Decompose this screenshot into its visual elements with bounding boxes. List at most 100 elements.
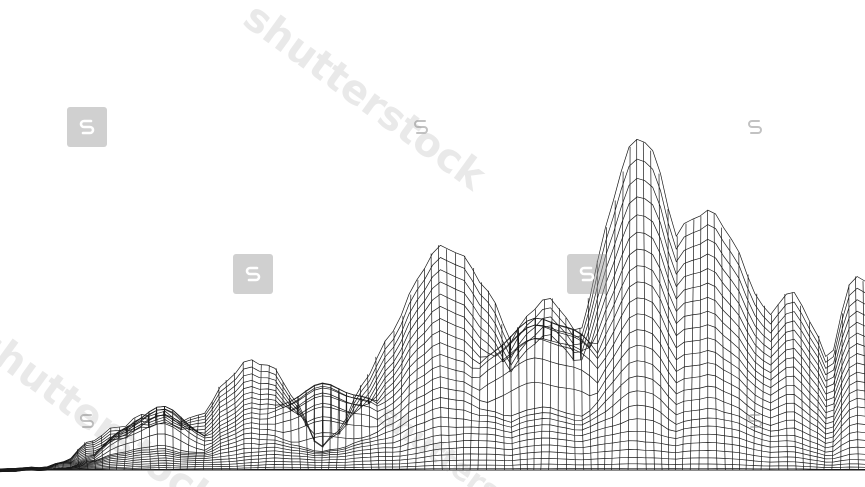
mesh-column-line (225, 380, 231, 471)
mesh-column-line (132, 418, 136, 471)
mesh-column-line (359, 385, 364, 471)
mesh-row-line (0, 138, 865, 472)
mesh-column-line (273, 368, 277, 471)
mesh-column-line (147, 411, 152, 471)
mesh-column-line (840, 313, 843, 470)
mesh-column-line (636, 139, 638, 471)
mesh-column-line (556, 308, 560, 471)
mesh-column-line (572, 329, 576, 471)
mesh-column-line (721, 227, 726, 471)
mesh-column-line (486, 290, 489, 471)
mesh-column-line (123, 426, 129, 471)
mesh-column-line (446, 249, 451, 471)
mesh-column-line (611, 200, 616, 471)
mesh-column-line (163, 405, 168, 471)
mesh-column-line (242, 362, 245, 470)
mesh-column-line (548, 298, 553, 471)
mesh-column-line (800, 305, 804, 471)
mesh-column-line (816, 335, 820, 471)
mesh-column-line (391, 331, 395, 471)
mesh-column-line (823, 356, 828, 471)
mesh-column-line (667, 208, 670, 470)
mesh-column-line (172, 409, 174, 470)
mesh-row-line (0, 158, 865, 472)
mesh-column-line (477, 282, 482, 471)
mesh-column-line (304, 390, 309, 471)
mesh-column-line (848, 284, 851, 471)
mesh-column-line (76, 449, 81, 471)
mesh-column-line (154, 406, 160, 471)
mesh-column-line (469, 267, 475, 471)
mesh-column-line (202, 413, 207, 471)
mesh-column-line (406, 294, 412, 471)
mesh-column-line (752, 293, 758, 471)
mesh-column-line (729, 239, 734, 471)
mesh-column-line (84, 442, 89, 471)
mesh-column-line (707, 210, 709, 471)
mesh-column-line (257, 364, 262, 471)
mesh-column-line (587, 298, 592, 471)
mesh-column-line (367, 374, 372, 471)
mesh-column-line (438, 245, 443, 471)
mesh-column-line (501, 324, 506, 471)
mesh-row-line (0, 440, 865, 471)
mesh-column-line (344, 392, 348, 471)
mesh-column-line (296, 395, 302, 471)
mesh-column-line (533, 309, 536, 471)
mesh-row-line (0, 196, 865, 473)
mesh-row-line (0, 214, 865, 473)
mesh-column-line (384, 340, 387, 470)
mesh-row-line (0, 281, 865, 471)
mesh-row-line (0, 463, 865, 471)
mesh-column-line (179, 416, 182, 471)
mesh-column-line (218, 386, 222, 471)
mesh-column-line (760, 305, 765, 471)
mesh-column-line (375, 356, 380, 471)
mesh-row-line (0, 248, 865, 472)
mesh-column-line (681, 223, 687, 471)
mesh-column-line (526, 316, 528, 470)
mesh-row-line (0, 418, 865, 471)
mesh-column-line (650, 150, 656, 471)
mesh-column-line (579, 327, 585, 471)
mesh-column-line (658, 173, 663, 471)
mesh-column-line (689, 219, 695, 471)
mesh-column-line (115, 427, 121, 471)
mesh-column-line (565, 317, 567, 471)
mesh-row-line (0, 430, 865, 471)
mesh-column-line (738, 252, 740, 470)
mesh-row-line (0, 456, 865, 471)
mesh-column-line (855, 276, 860, 471)
mesh-column-line (186, 418, 191, 471)
mesh-column-line (398, 315, 404, 471)
mesh-column-line (618, 171, 624, 471)
mesh-column-line (265, 365, 270, 471)
mesh-column-line (109, 428, 112, 471)
mesh-column-line (313, 384, 316, 471)
mesh-column-line (596, 260, 599, 470)
mesh-column-line (455, 252, 457, 471)
mesh-column-line (321, 382, 324, 471)
mesh-column-line (508, 335, 514, 471)
mesh-column-line (642, 142, 647, 471)
terrain-mesh (0, 138, 865, 473)
mesh-column-line (791, 292, 797, 471)
mesh-column-line (250, 359, 253, 471)
mesh-column-line (745, 274, 749, 471)
mesh-column-line (101, 435, 104, 471)
mesh-column-line (627, 146, 631, 471)
mesh-row-line (0, 231, 865, 473)
mesh-column-line (698, 216, 702, 471)
mesh-row-line (0, 404, 865, 471)
mesh-column-line (328, 384, 333, 471)
mesh-column-line (415, 279, 419, 471)
mesh-column-line (517, 327, 521, 471)
mesh-column-line (831, 350, 836, 471)
mesh-column-line (777, 304, 780, 471)
mesh-column-line (92, 440, 97, 471)
mesh-column-line (430, 253, 435, 471)
mesh-column-line (809, 322, 811, 471)
mesh-column-line (604, 227, 607, 470)
mesh-column-line (289, 395, 293, 471)
